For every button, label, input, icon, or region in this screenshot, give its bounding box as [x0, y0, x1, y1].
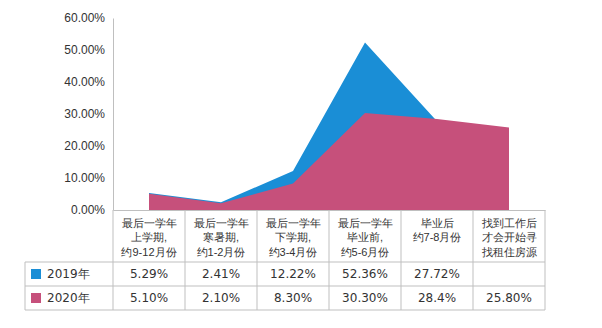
x-tick: 找到工作后才会开始寻找租住房源	[481, 210, 537, 258]
table-vline	[545, 210, 546, 310]
x-tick: 最后一学年上学期, 约9-12月份	[121, 210, 176, 258]
x-tick-label-line: 最后一学年	[338, 217, 393, 229]
x-tick-label-line: 毕业后	[421, 217, 454, 229]
table-cell: 2.10%	[202, 291, 240, 305]
x-tick-label-line: 约9-12月份	[121, 246, 176, 258]
x-tick-label: 找到工作后才会开始寻找租住房源	[481, 217, 537, 258]
table-vline	[401, 210, 402, 310]
area-1	[149, 113, 509, 210]
y-axis-line	[113, 19, 114, 211]
y-tick: 50.00%	[64, 43, 113, 57]
table-cell: 52.36%	[342, 267, 388, 281]
data-table: 2019年 5.29% 2.41% 12.22% 52.36% 27.72% 2020年 5.…	[31, 267, 532, 305]
x-tick-label: 最后一学年下学期, 约3-4月份	[266, 217, 321, 258]
y-tick: 40.00%	[64, 75, 113, 89]
x-tick-label: 毕业后约7-8月份	[413, 217, 462, 243]
y-tick: 30.00%	[64, 107, 113, 121]
x-tick-label-line: 最后一学年	[194, 217, 249, 229]
y-tick: 60.00%	[64, 11, 113, 25]
table-cell: 30.30%	[342, 291, 388, 305]
table-vline	[473, 210, 474, 310]
table-cell: 8.30%	[274, 291, 312, 305]
x-tick-label-line: 最后一学年	[122, 217, 177, 229]
legend-label: 2019年	[47, 267, 90, 281]
table-vline	[185, 210, 186, 310]
chart: 0.00% 10.00% 20.00% 30.00% 40.00% 50.00% 60.00…	[0, 0, 602, 328]
x-tick-label-line: 找到工作后	[481, 217, 537, 229]
table-vline	[113, 210, 114, 310]
y-tick-label: 20.00%	[64, 139, 105, 153]
x-tick-label-line: 才会开始寻	[482, 231, 537, 243]
table-cell: 2.41%	[202, 267, 240, 281]
x-tick-label: 最后一学年上学期, 约9-12月份	[121, 217, 176, 258]
x-tick-label: 最后一学年毕业前, 约5-6月份	[338, 217, 393, 258]
legend-swatch	[31, 269, 41, 279]
x-tick-label-line: 约7-8月份	[413, 231, 462, 243]
x-tick-label-line: 寒暑期,	[203, 231, 239, 243]
table-hline	[25, 262, 545, 263]
x-tick-label-line: 毕业前,	[347, 231, 383, 243]
y-tick-label: 40.00%	[64, 75, 105, 89]
table-vline	[329, 210, 330, 310]
x-tick: 毕业后约7-8月份	[413, 210, 462, 243]
table-cell: 28.4%	[418, 291, 456, 305]
x-tick: 最后一学年寒暑期, 约1-2月份	[194, 210, 249, 258]
x-tick-label-line: 上学期,	[131, 231, 167, 243]
legend-label: 2020年	[47, 291, 90, 305]
x-tick-label-line: 约1-2月份	[197, 246, 246, 258]
legend-swatch	[31, 293, 41, 303]
x-tick-label-line: 最后一学年	[266, 217, 321, 229]
x-tick-label-line: 下学期,	[275, 231, 311, 243]
table-cell: 25.80%	[486, 291, 532, 305]
y-tick-label: 0.00%	[71, 203, 105, 217]
y-axis: 0.00% 10.00% 20.00% 30.00% 40.00% 50.00% 60.00…	[64, 11, 113, 217]
table-grid	[25, 210, 545, 310]
table-cell: 5.29%	[130, 267, 168, 281]
y-tick-label: 50.00%	[64, 43, 105, 57]
x-tick: 最后一学年毕业前, 约5-6月份	[338, 210, 393, 258]
table-cell: 12.22%	[270, 267, 316, 281]
y-tick: 0.00%	[71, 203, 113, 217]
x-tick-label-line: 找租住房源	[481, 246, 537, 258]
y-tick: 20.00%	[64, 139, 113, 153]
table-hline	[25, 286, 545, 287]
table-cell: 5.10%	[130, 291, 168, 305]
x-tick-label: 最后一学年寒暑期, 约1-2月份	[194, 217, 249, 258]
plot-area	[149, 42, 509, 210]
y-tick-label: 60.00%	[64, 11, 105, 25]
x-tick-label-line: 约3-4月份	[269, 246, 318, 258]
table-vline	[257, 210, 258, 310]
y-tick-label: 30.00%	[64, 107, 105, 121]
y-tick-label: 10.00%	[64, 171, 105, 185]
table-cell: 27.72%	[414, 267, 460, 281]
table-hline	[25, 310, 545, 311]
x-tick: 最后一学年下学期, 约3-4月份	[266, 210, 321, 258]
x-tick-label-line: 约5-6月份	[341, 246, 390, 258]
y-tick: 10.00%	[64, 171, 113, 185]
